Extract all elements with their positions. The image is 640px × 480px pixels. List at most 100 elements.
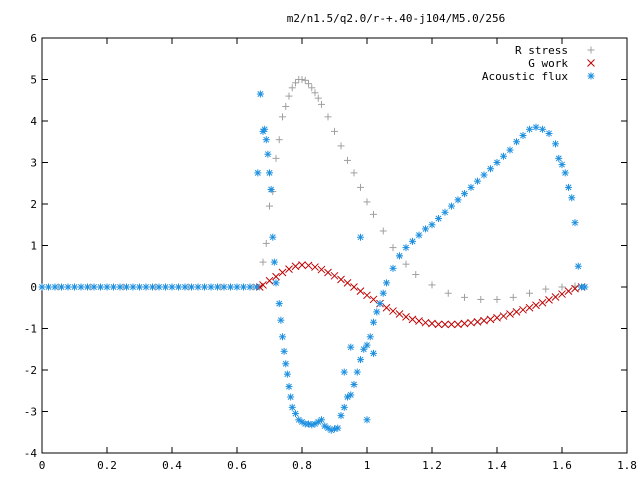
data-point (542, 285, 550, 293)
data-point (347, 391, 355, 399)
data-point (324, 268, 332, 277)
data-point (292, 79, 299, 87)
data-point (262, 136, 270, 144)
data-point (337, 275, 345, 284)
data-point (256, 90, 264, 98)
data-point (266, 169, 273, 177)
data-point (149, 283, 156, 291)
data-point (370, 210, 377, 218)
data-point (447, 320, 456, 329)
data-point (509, 293, 517, 301)
data-point (545, 296, 553, 304)
x-tick-label: 0 (39, 459, 46, 472)
data-point (467, 183, 475, 191)
data-point (298, 261, 306, 269)
data-point (301, 76, 309, 84)
data-point (428, 221, 436, 229)
y-tick-label: 4 (30, 115, 37, 128)
data-point (363, 341, 371, 349)
series-0 (38, 76, 589, 303)
data-point (267, 185, 275, 193)
legend-label: Acoustic flux (482, 70, 568, 83)
data-point (408, 315, 417, 324)
data-point (188, 283, 195, 291)
data-point (402, 244, 410, 252)
data-point (402, 260, 410, 268)
data-point (477, 295, 485, 303)
data-point (370, 318, 377, 326)
data-point (376, 300, 384, 308)
x-tick-label: 1 (364, 459, 371, 472)
data-point (480, 316, 488, 325)
data-point (454, 320, 462, 329)
data-point (574, 262, 582, 270)
data-point (551, 293, 560, 301)
data-point (357, 183, 364, 191)
data-point (370, 349, 377, 357)
y-tick-label: -3 (24, 406, 37, 419)
legend-label: G work (528, 57, 568, 70)
data-point (220, 283, 228, 291)
data-point (314, 94, 322, 102)
data-point (275, 300, 283, 308)
data-point (350, 381, 358, 389)
data-point (275, 136, 283, 144)
data-point (357, 356, 364, 364)
data-point (473, 318, 482, 326)
data-point (564, 287, 573, 296)
data-point (282, 102, 290, 110)
data-point (269, 233, 277, 241)
plot-frame (41, 37, 628, 454)
data-point (97, 283, 104, 291)
data-point (285, 92, 293, 100)
y-tick-label: -2 (24, 364, 37, 377)
data-point (428, 319, 436, 328)
data-point (272, 279, 280, 287)
data-point (103, 283, 111, 291)
data-point (512, 308, 521, 316)
data-point (402, 313, 410, 321)
data-point (467, 318, 475, 327)
data-point (435, 215, 442, 223)
data-point (389, 244, 397, 252)
data-point (474, 177, 481, 185)
data-point (259, 281, 267, 289)
data-point (162, 283, 169, 291)
chart-title: m2/n1.5/q2.0/r-+.40-j104/M5.0/256 (287, 12, 506, 25)
data-point (487, 165, 494, 173)
data-point (110, 283, 117, 291)
data-point (264, 150, 272, 158)
data-point (369, 295, 378, 304)
data-point (499, 312, 508, 320)
data-point (525, 303, 534, 312)
data-point (340, 368, 348, 376)
data-point (71, 283, 78, 291)
data-point (262, 239, 270, 247)
data-point (334, 424, 342, 432)
data-point (282, 360, 290, 368)
y-tick-label: 2 (30, 198, 37, 211)
data-point (545, 129, 553, 137)
x-tick-label: 1.6 (552, 459, 572, 472)
data-point (373, 308, 381, 316)
data-point (493, 295, 501, 303)
data-point (383, 279, 390, 287)
data-point (344, 393, 351, 401)
data-point (396, 252, 403, 260)
data-point (207, 283, 215, 291)
data-point (421, 318, 430, 327)
data-point (285, 265, 293, 274)
data-point (360, 345, 368, 353)
data-point (288, 403, 296, 411)
data-point (240, 283, 247, 291)
x-tick-label: 0.6 (227, 459, 247, 472)
data-point (246, 283, 254, 291)
data-point (356, 287, 365, 296)
data-point (38, 283, 46, 291)
data-point (558, 283, 566, 291)
data-point (461, 293, 468, 301)
legend-label: R stress (515, 44, 568, 57)
data-point (287, 393, 295, 401)
y-tick-label: -4 (24, 447, 38, 460)
